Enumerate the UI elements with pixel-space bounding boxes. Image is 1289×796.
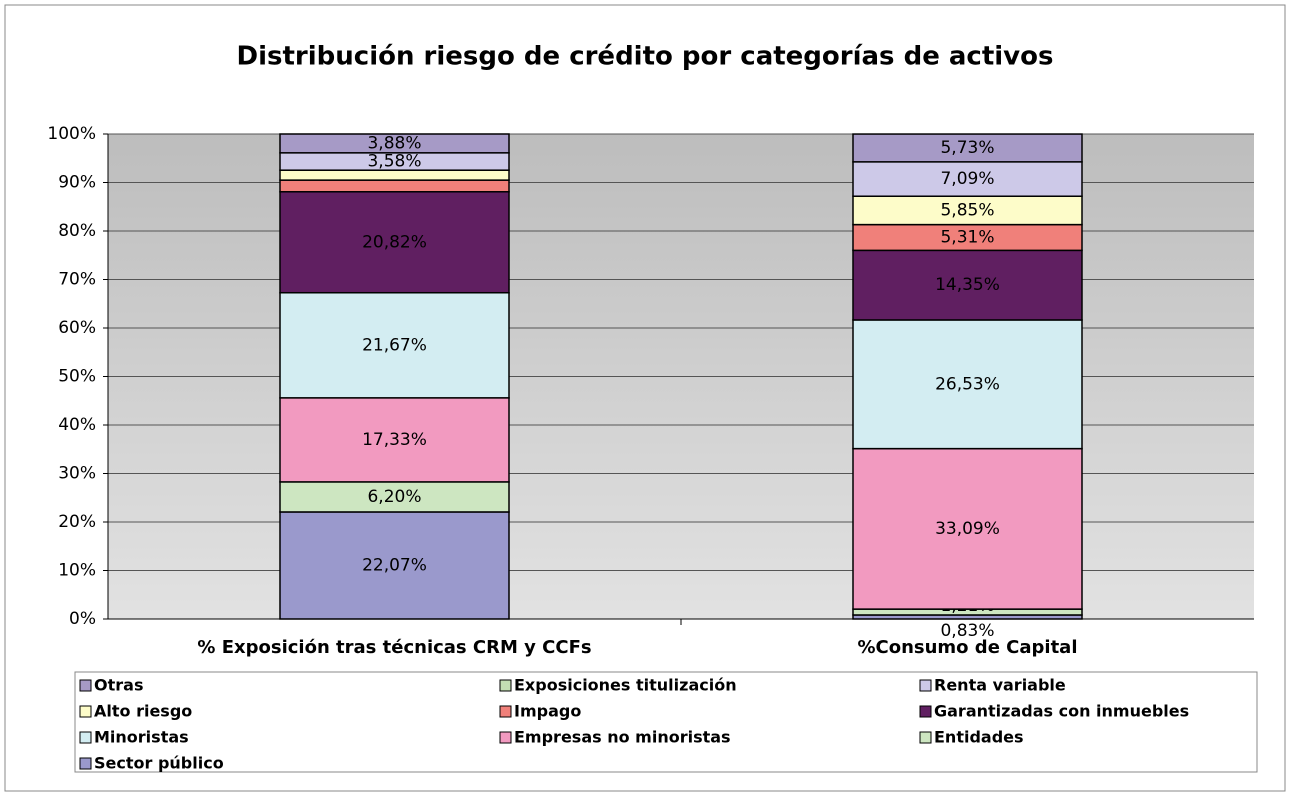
data-label: 7,09% [940, 169, 994, 189]
y-tick-label: 90% [58, 173, 96, 193]
legend-swatch [79, 679, 92, 692]
data-label: 5,85% [940, 200, 994, 220]
bar-segment [279, 179, 510, 193]
y-tick-label: 40% [58, 415, 96, 435]
bar-segment [852, 319, 1083, 450]
legend-swatch [499, 731, 512, 744]
bar-segment [279, 291, 510, 399]
bar-segment [852, 447, 1083, 610]
legend-swatch [499, 705, 512, 718]
data-label: 3,58% [367, 151, 421, 171]
legend-label: Otras [94, 676, 143, 695]
legend-swatch [499, 679, 512, 692]
legend-label: Alto riesgo [94, 702, 192, 721]
legend-label: Sector público [94, 754, 224, 773]
legend-label: Entidades [934, 728, 1024, 747]
y-tick-label: 30% [58, 464, 96, 484]
x-tick-label: % Exposición tras técnicas CRM y CCFs [197, 637, 591, 658]
data-label: 14,35% [935, 275, 1000, 295]
data-label: 22,07% [362, 555, 427, 575]
y-tick-label: 50% [58, 367, 96, 387]
legend-label: Exposiciones titulización [514, 676, 737, 695]
bar-segment [852, 223, 1083, 252]
bar-segment [279, 397, 510, 483]
y-tick-label: 100% [47, 124, 96, 144]
legend-label: Garantizadas con inmuebles [934, 702, 1189, 721]
y-tick-label: 80% [58, 221, 96, 241]
data-label: 17,33% [362, 430, 427, 450]
data-label: 26,53% [935, 374, 1000, 394]
y-tick-label: 20% [58, 512, 96, 532]
legend-label: Minoristas [94, 728, 189, 747]
legend-label: Empresas no minoristas [514, 728, 731, 747]
bar-segment [852, 133, 1083, 163]
chart-title: Distribución riesgo de crédito por categ… [237, 42, 1054, 72]
legend-swatch [919, 679, 932, 692]
data-label: 0,83% [940, 621, 994, 641]
data-label: 5,31% [940, 227, 994, 247]
y-tick-label: 10% [58, 561, 96, 581]
data-label: 20,82% [362, 232, 427, 252]
legend-swatch [79, 705, 92, 718]
y-tick-label: 60% [58, 318, 96, 338]
y-tick-label: 0% [69, 609, 96, 629]
legend-label: Renta variable [934, 676, 1066, 695]
legend-swatch [919, 705, 932, 718]
x-tick-label: %Consumo de Capital [857, 637, 1077, 658]
bar-segment [279, 191, 510, 294]
legend-swatch [79, 731, 92, 744]
data-label: 3,88% [367, 133, 421, 153]
data-label: 5,73% [940, 138, 994, 158]
data-label: 6,20% [367, 487, 421, 507]
bar-segment [279, 133, 510, 154]
bar-segment [852, 161, 1083, 197]
legend-box [74, 671, 1258, 773]
y-tick-label: 70% [58, 270, 96, 290]
legend-swatch [79, 757, 92, 770]
legend-swatch [919, 731, 932, 744]
bar-segment [279, 511, 510, 620]
bar-segment [279, 169, 510, 181]
legend-label: Impago [514, 702, 581, 721]
data-label: 33,09% [935, 519, 1000, 539]
bar-segment [279, 481, 510, 513]
data-label: 21,67% [362, 335, 427, 355]
